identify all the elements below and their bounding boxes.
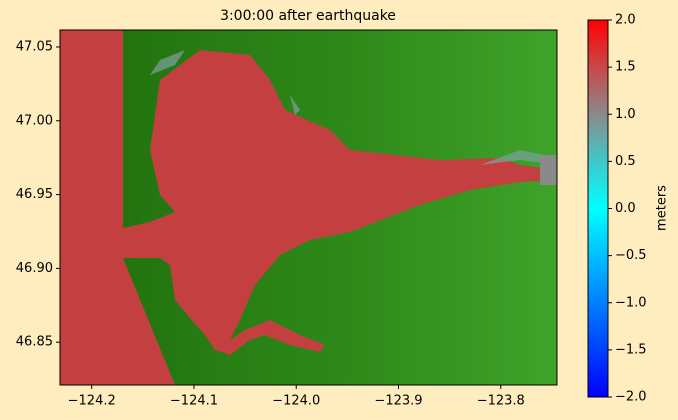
y-tick-label: 46.90 bbox=[16, 261, 53, 276]
y-tick-label: 46.95 bbox=[16, 187, 53, 202]
x-tick-label: −124.2 bbox=[68, 394, 116, 409]
axes-frame bbox=[59, 29, 558, 386]
colorbar-tick-label: 1.0 bbox=[615, 107, 636, 122]
chart-title: 3:00:00 after earthquake bbox=[220, 8, 396, 24]
x-tick-label: −123.8 bbox=[477, 394, 525, 409]
x-tick-label: −124.1 bbox=[170, 394, 218, 409]
x-tick-label: −123.9 bbox=[374, 394, 422, 409]
x-tick-label: −124.0 bbox=[272, 394, 320, 409]
colorbar-tick-label: −0.5 bbox=[615, 248, 647, 263]
colorbar-tick-label: 2.0 bbox=[615, 13, 636, 28]
colorbar-label: meters bbox=[655, 185, 670, 231]
colorbar bbox=[587, 19, 609, 398]
colorbar-tick-label: 0.5 bbox=[615, 154, 636, 169]
colorbar-tick-label: −1.0 bbox=[615, 295, 647, 310]
map-image bbox=[60, 30, 557, 385]
colorbar-tick-label: −2.0 bbox=[615, 390, 647, 405]
colorbar-tick-label: −1.5 bbox=[615, 342, 647, 357]
colorbar-tick-label: 1.5 bbox=[615, 60, 636, 75]
y-tick-label: 46.85 bbox=[16, 335, 53, 350]
colorbar-tick-label: 0.0 bbox=[615, 201, 636, 216]
y-tick-label: 47.05 bbox=[16, 39, 53, 54]
y-tick-label: 47.00 bbox=[16, 113, 53, 128]
